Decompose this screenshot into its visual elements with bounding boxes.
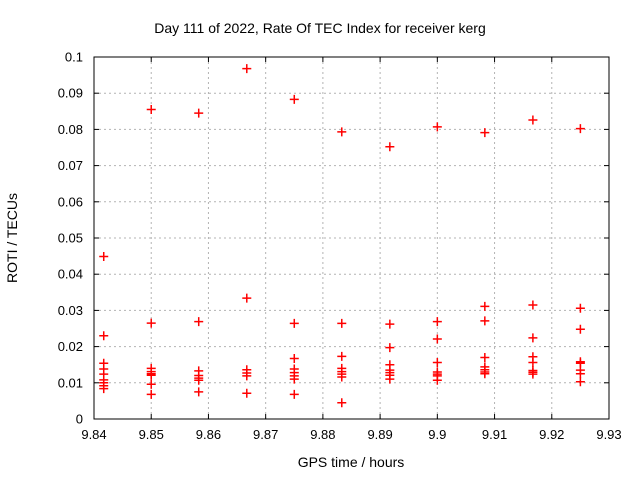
data-point-marker bbox=[242, 64, 252, 74]
x-tick-label: 9.88 bbox=[310, 427, 335, 442]
x-tick-label: 9.92 bbox=[539, 427, 564, 442]
data-point-marker bbox=[432, 122, 442, 132]
x-tick-label: 9.86 bbox=[196, 427, 221, 442]
data-point-marker bbox=[146, 389, 156, 399]
data-point-marker bbox=[385, 343, 395, 353]
data-point-marker bbox=[99, 251, 109, 261]
y-tick-label: 0.1 bbox=[65, 50, 83, 65]
data-point-marker bbox=[480, 316, 490, 326]
data-point-marker bbox=[575, 369, 585, 379]
data-point-marker bbox=[289, 374, 299, 384]
data-point-marker bbox=[194, 387, 204, 397]
x-tick-label: 9.84 bbox=[81, 427, 106, 442]
data-point-marker bbox=[242, 293, 252, 303]
data-point-layer bbox=[99, 64, 585, 408]
data-point-marker bbox=[480, 369, 490, 379]
y-tick-label: 0.03 bbox=[58, 303, 83, 318]
data-point-marker bbox=[528, 369, 538, 379]
data-point-marker bbox=[337, 351, 347, 361]
y-tick-label: 0.02 bbox=[58, 339, 83, 354]
data-point-marker bbox=[337, 318, 347, 328]
x-tick-label: 9.9 bbox=[428, 427, 446, 442]
grid-layer bbox=[94, 57, 609, 419]
chart-title: Day 111 of 2022, Rate Of TEC Index for r… bbox=[154, 20, 486, 36]
data-point-marker bbox=[528, 300, 538, 310]
data-point-marker bbox=[146, 104, 156, 114]
data-point-marker bbox=[385, 374, 395, 384]
data-point-marker bbox=[575, 324, 585, 334]
data-point-marker bbox=[99, 331, 109, 341]
data-point-marker bbox=[337, 372, 347, 382]
data-point-marker bbox=[194, 317, 204, 327]
y-tick-label: 0.05 bbox=[58, 231, 83, 246]
y-tick-label: 0.09 bbox=[58, 86, 83, 101]
x-tick-label: 9.87 bbox=[253, 427, 278, 442]
data-point-marker bbox=[194, 108, 204, 118]
data-point-marker bbox=[289, 389, 299, 399]
data-point-marker bbox=[242, 388, 252, 398]
data-point-marker bbox=[385, 319, 395, 329]
tick-layer: 9.84 9.85 9.86 9.87 9.88 9.89 9.9 9.91 9.92 9.93 0… bbox=[58, 50, 622, 443]
data-point-marker bbox=[575, 303, 585, 313]
data-point-marker bbox=[432, 317, 442, 327]
data-point-marker bbox=[480, 352, 490, 362]
data-point-marker bbox=[432, 375, 442, 385]
plot-frame bbox=[93, 56, 610, 420]
data-point-marker bbox=[289, 94, 299, 104]
data-point-marker bbox=[337, 398, 347, 408]
y-axis-label: ROTI / TECUs bbox=[4, 193, 20, 283]
y-tick-label: 0 bbox=[76, 412, 83, 427]
data-point-marker bbox=[528, 115, 538, 125]
x-tick-label: 9.91 bbox=[482, 427, 507, 442]
data-point-marker bbox=[99, 384, 109, 394]
data-point-marker bbox=[528, 358, 538, 368]
data-point-marker bbox=[289, 354, 299, 364]
y-tick-label: 0.07 bbox=[58, 158, 83, 173]
data-point-marker bbox=[480, 128, 490, 138]
x-tick-label: 9.85 bbox=[139, 427, 164, 442]
data-point-marker bbox=[575, 377, 585, 387]
data-point-marker bbox=[432, 358, 442, 368]
x-axis-label: GPS time / hours bbox=[298, 454, 405, 470]
y-tick-label: 0.01 bbox=[58, 375, 83, 390]
data-point-marker bbox=[337, 127, 347, 137]
data-point-marker bbox=[146, 370, 156, 380]
x-tick-label: 9.93 bbox=[596, 427, 621, 442]
data-point-marker bbox=[385, 142, 395, 152]
data-point-marker bbox=[480, 301, 490, 311]
data-point-marker bbox=[194, 375, 204, 385]
data-point-marker bbox=[242, 371, 252, 381]
y-tick-label: 0.04 bbox=[58, 267, 83, 282]
x-tick-label: 9.89 bbox=[367, 427, 392, 442]
y-tick-label: 0.08 bbox=[58, 122, 83, 137]
data-point-marker bbox=[575, 124, 585, 134]
data-point-marker bbox=[432, 334, 442, 344]
data-point-marker bbox=[146, 318, 156, 328]
data-point-marker bbox=[146, 379, 156, 389]
data-point-marker bbox=[289, 318, 299, 328]
y-tick-label: 0.06 bbox=[58, 194, 83, 209]
data-point-marker bbox=[528, 333, 538, 343]
